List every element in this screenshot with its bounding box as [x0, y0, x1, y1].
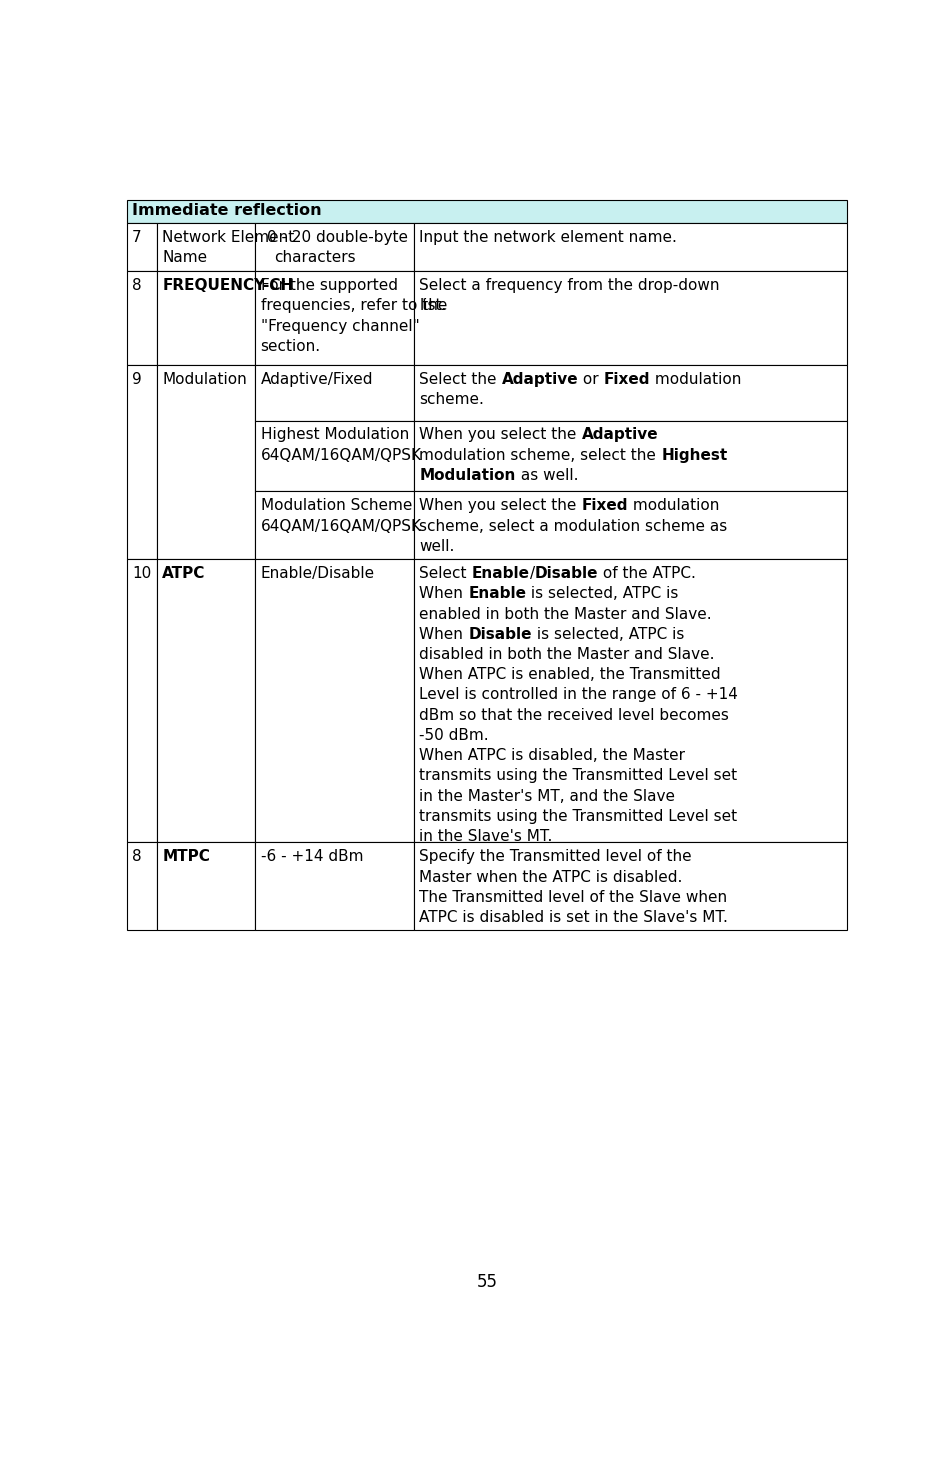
Text: 8: 8	[132, 277, 142, 294]
Bar	[157, 222, 256, 271]
Text: When you select the: When you select the	[420, 498, 581, 513]
Text: FREQUENCY-CH: FREQUENCY-CH	[162, 277, 294, 294]
Text: "Frequency channel": "Frequency channel"	[260, 319, 419, 334]
Text: Highest: Highest	[661, 448, 728, 463]
Text: Modulation: Modulation	[162, 372, 247, 387]
Text: is selected, ATPC is: is selected, ATPC is	[532, 627, 684, 642]
Bar	[126, 222, 157, 271]
Text: modulation: modulation	[628, 498, 719, 513]
Bar	[256, 491, 414, 559]
Text: disabled in both the Master and Slave.: disabled in both the Master and Slave.	[420, 647, 715, 661]
Text: Specify the Transmitted level of the: Specify the Transmitted level of the	[420, 850, 692, 865]
Text: Adaptive/Fixed: Adaptive/Fixed	[260, 372, 373, 387]
Bar	[414, 842, 847, 930]
Text: of the ATPC.: of the ATPC.	[598, 567, 696, 581]
Bar	[256, 421, 414, 491]
Text: ATPC is disabled is set in the Slave's MT.: ATPC is disabled is set in the Slave's M…	[420, 911, 729, 925]
Text: transmits using the Transmitted Level set: transmits using the Transmitted Level se…	[420, 768, 737, 783]
Text: When you select the: When you select the	[420, 427, 581, 442]
Text: as well.: as well.	[516, 469, 579, 483]
Text: well.: well.	[420, 538, 455, 553]
Bar	[126, 200, 847, 222]
Bar	[414, 222, 847, 271]
Bar	[414, 365, 847, 421]
Bar	[126, 365, 157, 559]
Text: scheme.: scheme.	[420, 392, 484, 408]
Text: For the supported: For the supported	[260, 277, 398, 294]
Text: 9: 9	[132, 372, 142, 387]
Text: dBm so that the received level becomes: dBm so that the received level becomes	[420, 707, 730, 722]
Text: Adaptive: Adaptive	[502, 372, 579, 387]
Bar	[126, 271, 157, 365]
Text: section.: section.	[260, 338, 321, 354]
Text: 64QAM/16QAM/QPSK: 64QAM/16QAM/QPSK	[260, 448, 422, 463]
Text: characters: characters	[275, 249, 356, 265]
Text: Fixed: Fixed	[604, 372, 651, 387]
Bar	[157, 271, 256, 365]
Text: is selected, ATPC is: is selected, ATPC is	[526, 586, 678, 601]
Text: 64QAM/16QAM/QPSK: 64QAM/16QAM/QPSK	[260, 519, 422, 534]
Text: -6 - +14 dBm: -6 - +14 dBm	[260, 850, 363, 865]
Text: modulation: modulation	[651, 372, 742, 387]
Text: in the Slave's MT.: in the Slave's MT.	[420, 829, 553, 844]
Bar	[414, 271, 847, 365]
Text: Enable: Enable	[468, 586, 526, 601]
Text: Enable: Enable	[472, 567, 530, 581]
Text: Select a frequency from the drop-down: Select a frequency from the drop-down	[420, 277, 720, 294]
Text: modulation scheme, select the: modulation scheme, select the	[420, 448, 661, 463]
Text: -50 dBm.: -50 dBm.	[420, 728, 489, 743]
Text: When: When	[420, 586, 468, 601]
Text: or: or	[579, 372, 604, 387]
Text: Modulation Scheme: Modulation Scheme	[260, 498, 412, 513]
Bar	[256, 222, 414, 271]
Text: transmits using the Transmitted Level set: transmits using the Transmitted Level se…	[420, 808, 737, 825]
Text: /: /	[530, 567, 535, 581]
Text: When ATPC is disabled, the Master: When ATPC is disabled, the Master	[420, 747, 686, 764]
Text: Highest Modulation: Highest Modulation	[260, 427, 408, 442]
Bar	[256, 842, 414, 930]
Text: scheme, select a modulation scheme as: scheme, select a modulation scheme as	[420, 519, 728, 534]
Text: ATPC: ATPC	[162, 567, 205, 581]
Bar	[126, 559, 157, 842]
Text: Disable: Disable	[535, 567, 598, 581]
Text: 7: 7	[132, 230, 142, 245]
Bar	[414, 559, 847, 842]
Text: Adaptive: Adaptive	[581, 427, 658, 442]
Text: 55: 55	[476, 1272, 498, 1290]
Text: 10: 10	[132, 567, 151, 581]
Text: Modulation: Modulation	[420, 469, 516, 483]
Text: Level is controlled in the range of 6 - +14: Level is controlled in the range of 6 - …	[420, 688, 738, 703]
Text: MTPC: MTPC	[162, 850, 210, 865]
Text: frequencies, refer to the: frequencies, refer to the	[260, 298, 446, 313]
Text: When ATPC is enabled, the Transmitted: When ATPC is enabled, the Transmitted	[420, 667, 721, 682]
Text: Select: Select	[420, 567, 472, 581]
Text: 0 - 20 double-byte: 0 - 20 double-byte	[267, 230, 408, 245]
Text: Enable/Disable: Enable/Disable	[260, 567, 374, 581]
Text: Select the: Select the	[420, 372, 502, 387]
Text: 8: 8	[132, 850, 142, 865]
Text: Input the network element name.: Input the network element name.	[420, 230, 677, 245]
Text: in the Master's MT, and the Slave: in the Master's MT, and the Slave	[420, 789, 675, 804]
Bar	[157, 559, 256, 842]
Bar	[157, 365, 256, 559]
Text: Immediate reflection: Immediate reflection	[132, 203, 321, 218]
Bar	[157, 842, 256, 930]
Text: Disable: Disable	[468, 627, 532, 642]
Bar	[126, 842, 157, 930]
Text: enabled in both the Master and Slave.: enabled in both the Master and Slave.	[420, 607, 712, 621]
Text: The Transmitted level of the Slave when: The Transmitted level of the Slave when	[420, 890, 728, 905]
Bar	[414, 491, 847, 559]
Text: Network Element: Network Element	[162, 230, 294, 245]
Text: When: When	[420, 627, 468, 642]
Text: Fixed: Fixed	[581, 498, 628, 513]
Bar	[414, 421, 847, 491]
Text: Master when the ATPC is disabled.: Master when the ATPC is disabled.	[420, 869, 683, 885]
Text: Name: Name	[162, 249, 207, 265]
Bar	[256, 559, 414, 842]
Text: list.: list.	[420, 298, 446, 313]
Bar	[256, 365, 414, 421]
Bar	[256, 271, 414, 365]
